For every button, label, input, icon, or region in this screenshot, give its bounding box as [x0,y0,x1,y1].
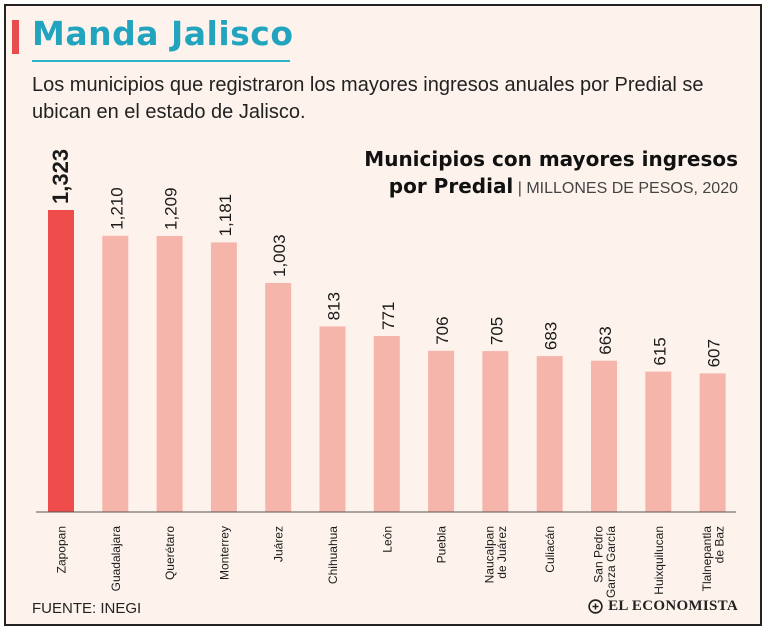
infographic-frame: Manda Jalisco Los municipios que registr… [4,4,762,626]
bar [319,326,346,512]
data-label: 706 [433,316,452,344]
data-label: 1,003 [270,234,289,277]
bar [102,235,129,513]
category-label: Culiacán [543,526,557,573]
data-label: 771 [379,302,398,330]
category-label: de Baz [712,526,726,563]
subtitle: Los municipios que registraron los mayor… [32,74,704,123]
data-label: 663 [596,326,615,354]
data-label: 705 [487,317,506,345]
category-label: Juárez [272,526,286,562]
category-label: de Juárez [495,526,509,579]
data-label: 813 [325,292,344,320]
category-label: Huixquilucan [652,526,666,595]
data-label: 683 [542,322,561,350]
brand-name: EL ECONOMISTA [608,598,738,614]
category-label: Tlalnepantla [700,526,714,592]
bar [210,242,237,512]
category-label: Monterrey [217,526,231,580]
data-label: 607 [705,339,724,367]
title-accent-bar [12,20,19,54]
category-label: Guadalajara [109,526,123,592]
bar [536,356,563,512]
bar [265,283,292,512]
bar [482,351,509,512]
chart-title: Municipios con mayores ingresos por Pred… [318,146,738,202]
data-label: 1,210 [107,187,126,230]
brand-logo: EL ECONOMISTA [588,598,738,615]
category-label: Puebla [435,526,449,564]
bar [645,371,672,512]
bar [48,210,74,512]
category-label: Querétaro [163,526,177,580]
data-label: 1,209 [162,187,181,230]
category-label: Garza García [604,526,618,598]
category-label: León [380,526,394,553]
brand-emblem-icon [588,599,603,614]
page-title: Manda Jalisco [32,14,294,53]
category-label: San Pedro [591,526,605,583]
chart-units: MILLONES DE PESOS, 2020 [526,180,738,197]
bar [699,373,726,512]
bar [428,350,455,512]
chart-title-line1: Municipios con mayores ingresos [364,147,738,171]
data-label: 1,181 [216,194,235,237]
bar [591,360,617,512]
chart-title-line2: por Predial [388,174,514,198]
bar [156,236,183,512]
title-underline [32,60,290,62]
category-label: Naucalpan [483,526,497,583]
data-label: 1,323 [48,149,73,204]
data-label: 615 [650,337,669,365]
source-note: FUENTE: INEGI [32,600,142,617]
bar [373,336,400,512]
chart-title-line2-wrap: por Predial | MILLONES DE PESOS, 2020 [318,173,738,202]
category-label: Zapopan [55,526,69,573]
bar-chart: 1,323 Zapopan 1,210 Guadalajara 1,209 Queréta… [36,149,736,598]
category-label: Chihuahua [326,526,340,584]
chart-units-separator: | [513,180,527,197]
